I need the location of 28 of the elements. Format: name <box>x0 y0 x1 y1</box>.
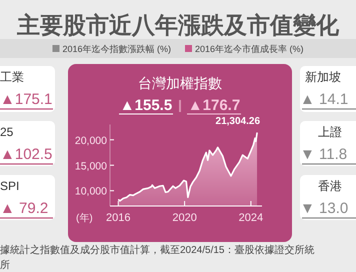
text: ▼ 13.0 <box>300 200 348 217</box>
text: ▲ 14.1 <box>300 91 348 108</box>
y-tick-label: 15,000 <box>74 160 108 172</box>
x-tick-label: 2024 <box>238 212 264 224</box>
y-tick-label: 10,000 <box>74 186 108 198</box>
text: 2016年迄今指數漲跌幅 (%) <box>62 44 171 54</box>
category-label: 新加坡 <box>305 70 341 84</box>
text: 2016年迄今市值成長率 (%) <box>195 44 304 54</box>
chart-title: 台灣加權指數 <box>138 75 222 91</box>
text: 據統計之指數值及成分股市值計算，截至2024/5/15：臺股依據證交所統 <box>0 244 314 256</box>
y-tick-label: 20,000 <box>74 134 108 147</box>
text: 主要股市近八年漲跌及市值變化 <box>16 12 340 39</box>
x-axis-title: (年) <box>76 212 93 224</box>
text: ▲176.7 <box>188 97 240 114</box>
text: ▲155.5 <box>120 97 172 114</box>
category-label: 上證 <box>318 125 342 139</box>
x-tick-label: 2020 <box>172 212 197 224</box>
text: ▼ 11.8 <box>300 146 348 163</box>
annotation: 21,304.26 <box>216 116 260 128</box>
category-label: SPI <box>0 179 20 193</box>
category-label: 工業 <box>0 70 24 84</box>
category-label: 香港 <box>318 179 342 193</box>
text: ▲ 79.2 <box>0 200 48 217</box>
category-label: 25 <box>0 125 14 139</box>
x-tick-label: 2016 <box>106 212 131 224</box>
text: ▲175.1 <box>0 91 52 108</box>
text: ▲102.5 <box>0 146 52 163</box>
text: 所 <box>0 259 10 271</box>
